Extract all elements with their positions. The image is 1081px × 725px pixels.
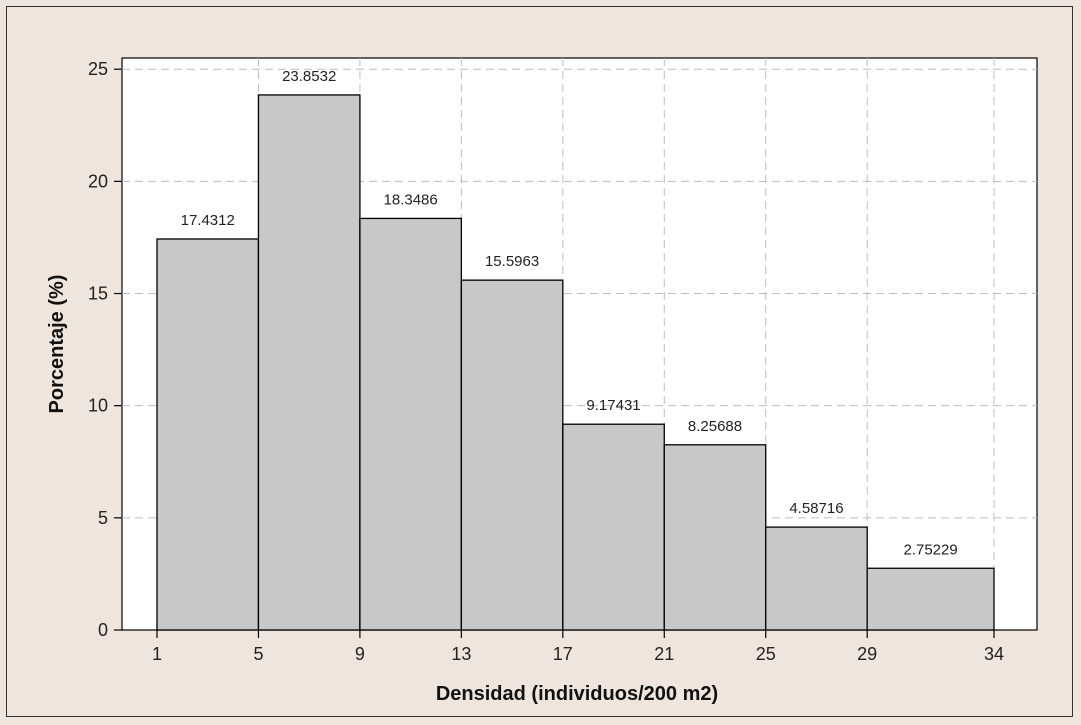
bar-value-label: 2.75229: [903, 541, 957, 558]
x-tick-label: 17: [553, 644, 573, 664]
x-tick-label: 34: [984, 644, 1004, 664]
x-tick-label: 9: [355, 644, 365, 664]
y-tick-label: 20: [88, 171, 108, 191]
y-tick-label: 10: [88, 396, 108, 416]
y-tick-label: 15: [88, 284, 108, 304]
bars: [156, 94, 995, 631]
bar-value-label: 23.8532: [282, 68, 336, 85]
x-tick-label: 25: [756, 644, 776, 664]
histogram-bar: [765, 526, 868, 631]
bar-value-label: 4.58716: [789, 500, 843, 517]
bar-value-label: 18.3486: [384, 191, 438, 208]
histogram-bar: [866, 567, 995, 631]
x-tick-label: 13: [451, 644, 471, 664]
histogram-bar: [460, 279, 564, 631]
x-tick-label: 1: [152, 644, 162, 664]
x-axis-title: Densidad (individuos/200 m2): [436, 683, 718, 705]
x-tick-label: 29: [857, 644, 877, 664]
x-tick-label: 5: [253, 644, 263, 664]
bar-value-label: 17.4312: [181, 212, 235, 229]
histogram-bar: [359, 217, 463, 631]
histogram-bar: [156, 238, 260, 631]
y-tick-label: 0: [98, 620, 108, 640]
bar-value-label: 9.17431: [586, 397, 640, 414]
y-tick-label: 5: [98, 508, 108, 528]
histogram-bar: [663, 444, 767, 631]
data-labels: 17.4312 23.8532 18.3486 15.5963 9.17431 8.256…: [181, 68, 958, 558]
y-axis-title: Porcentaje (%): [46, 275, 68, 414]
bar-value-label: 8.25688: [688, 418, 742, 435]
x-tick-label: 21: [654, 644, 674, 664]
bar-value-label: 15.5963: [485, 253, 539, 270]
histogram-bar: [562, 423, 665, 631]
y-tick-label: 25: [88, 59, 108, 79]
histogram-bar: [257, 94, 361, 631]
